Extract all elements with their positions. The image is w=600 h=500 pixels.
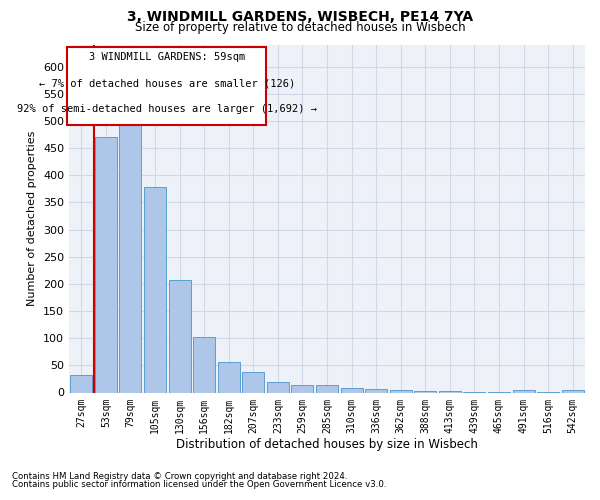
Bar (341, 388, 362, 392)
Text: 3 WINDMILL GARDENS: 59sqm: 3 WINDMILL GARDENS: 59sqm (89, 52, 245, 62)
Text: Size of property relative to detached houses in Wisbech: Size of property relative to detached ho… (134, 21, 466, 34)
Bar (70, 375, 92, 392)
Bar (414, 391, 436, 392)
Bar (292, 386, 313, 392)
Bar (144, 188, 166, 392)
Text: Contains public sector information licensed under the Open Government Licence v3: Contains public sector information licen… (12, 480, 386, 489)
Bar (562, 390, 584, 392)
Text: Contains HM Land Registry data © Crown copyright and database right 2024.: Contains HM Land Registry data © Crown c… (12, 472, 347, 481)
Bar (267, 382, 289, 392)
X-axis label: Distribution of detached houses by size in Wisbech: Distribution of detached houses by size … (176, 438, 478, 451)
Bar (218, 362, 240, 392)
Bar (316, 386, 338, 392)
FancyBboxPatch shape (67, 46, 266, 125)
Bar (389, 390, 412, 392)
Text: 3, WINDMILL GARDENS, WISBECH, PE14 7YA: 3, WINDMILL GARDENS, WISBECH, PE14 7YA (127, 10, 473, 24)
Bar (242, 372, 265, 392)
Bar (512, 390, 535, 392)
Bar (95, 138, 117, 392)
Text: 92% of semi-detached houses are larger (1,692) →: 92% of semi-detached houses are larger (… (17, 104, 317, 114)
Bar (193, 336, 215, 392)
Bar (169, 280, 191, 392)
Bar (119, 124, 142, 392)
Y-axis label: Number of detached properties: Number of detached properties (28, 131, 37, 306)
Bar (365, 389, 387, 392)
Text: ← 7% of detached houses are smaller (126): ← 7% of detached houses are smaller (126… (38, 78, 295, 88)
